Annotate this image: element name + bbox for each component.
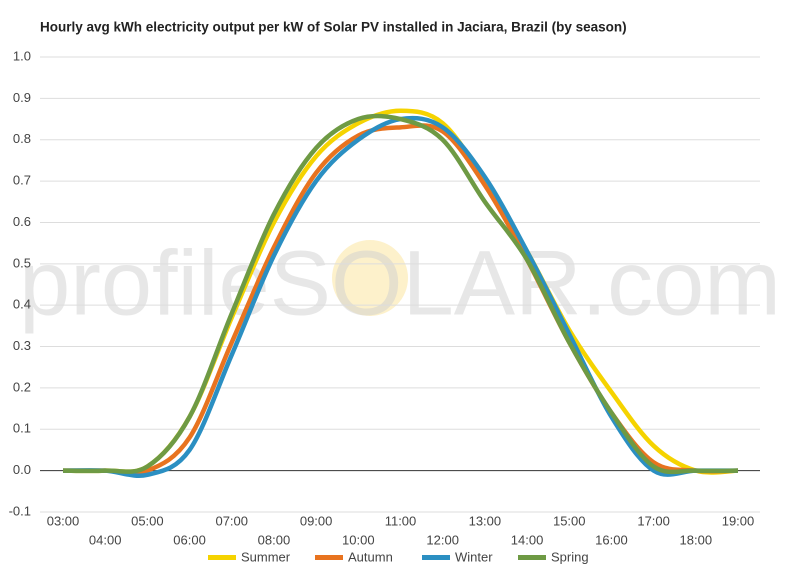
legend-label: Spring <box>551 549 589 564</box>
y-tick-label: 0.5 <box>13 255 31 270</box>
legend-label: Winter <box>455 549 493 564</box>
y-tick-label: 0.8 <box>13 131 31 146</box>
chart-title: Hourly avg kWh electricity output per kW… <box>40 20 627 35</box>
x-tick-label: 10:00 <box>342 532 375 547</box>
legend-swatch <box>518 555 546 560</box>
legend-swatch <box>315 555 343 560</box>
series-line <box>62 113 739 475</box>
x-tick-label: 15:00 <box>553 513 586 528</box>
x-tick-label: 16:00 <box>595 532 628 547</box>
y-tick-label: 0.0 <box>13 462 31 477</box>
y-tick-label: 0.2 <box>13 379 31 394</box>
watermark-sun <box>332 240 408 316</box>
x-tick-label: 03:00 <box>47 513 80 528</box>
legend-swatch <box>422 555 450 560</box>
y-tick-label: -0.1 <box>9 503 31 518</box>
legend-swatch <box>208 555 236 560</box>
y-tick-label: 0.6 <box>13 214 31 229</box>
x-tick-label: 14:00 <box>511 532 544 547</box>
x-tick-label: 04:00 <box>89 532 122 547</box>
legend-label: Autumn <box>348 549 393 564</box>
x-tick-label: 09:00 <box>300 513 333 528</box>
x-tick-label: 19:00 <box>722 513 755 528</box>
y-tick-label: 0.3 <box>13 338 31 353</box>
x-tick-label: 07:00 <box>215 513 248 528</box>
y-tick-label: 0.1 <box>13 421 31 436</box>
x-tick-label: 11:00 <box>385 513 417 528</box>
legend-label: Summer <box>241 549 291 564</box>
x-tick-label: 06:00 <box>173 532 206 547</box>
y-tick-label: 0.7 <box>13 173 31 188</box>
watermark: profileSOLAR.com <box>19 232 781 334</box>
y-tick-label: 0.9 <box>13 90 31 105</box>
x-tick-label: 13:00 <box>469 513 502 528</box>
x-tick-label: 05:00 <box>131 513 164 528</box>
x-tick-label: 12:00 <box>426 532 459 547</box>
y-tick-label: 1.0 <box>13 48 31 63</box>
x-tick-label: 17:00 <box>637 513 670 528</box>
x-tick-label: 18:00 <box>680 532 713 547</box>
y-tick-label: 0.4 <box>13 297 31 312</box>
x-tick-label: 08:00 <box>258 532 291 547</box>
